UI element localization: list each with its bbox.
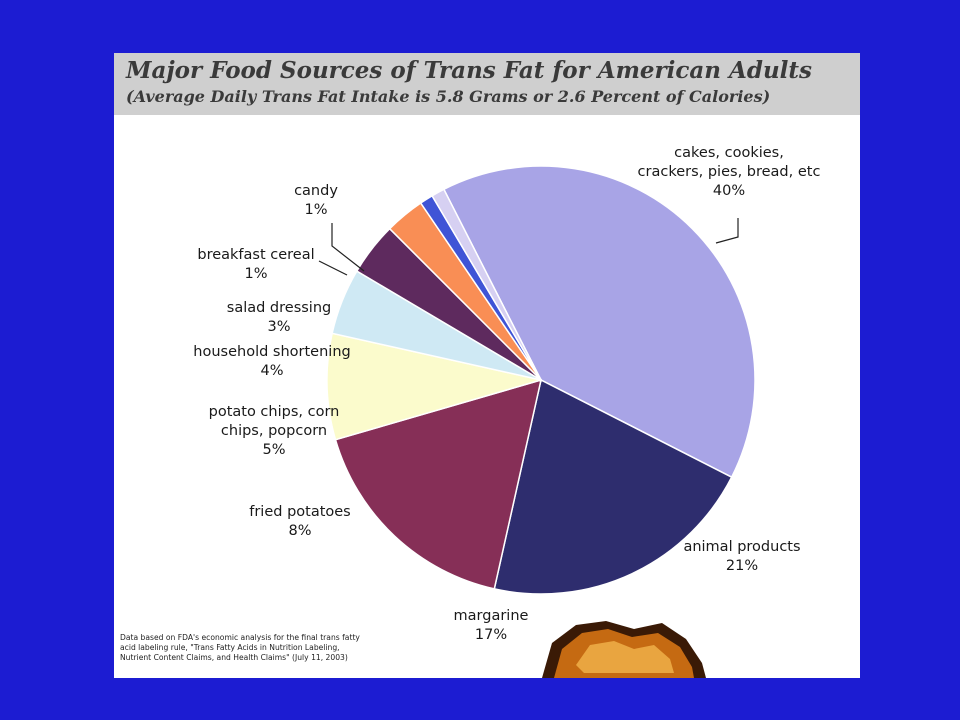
- pie-slice-0: [442, 165, 756, 479]
- pie-slice-8: [431, 188, 542, 381]
- title-banner: Major Food Sources of Trans Fat for Amer…: [114, 53, 860, 115]
- leader-cakes: [715, 218, 739, 244]
- slice-percent-label: 21%: [726, 558, 758, 574]
- source-note: Data based on FDA's economic analysis fo…: [120, 633, 410, 663]
- slice-percent-label: 8%: [288, 523, 311, 539]
- slice-name-label: chips, popcorn: [221, 423, 327, 439]
- source-line: acid labeling rule, "Trans Fatty Acids i…: [120, 643, 340, 652]
- pie-chart: cakes, cookies, crackers, pies, bread, et…: [193, 145, 820, 643]
- slice-name-label: crackers, pies, bread, etc: [638, 164, 821, 180]
- chart-title: Major Food Sources of Trans Fat for Amer…: [126, 57, 812, 84]
- slice-name-label: household shortening: [193, 344, 350, 360]
- chart-subtitle: (Average Daily Trans Fat Intake is 5.8 G…: [126, 87, 771, 106]
- chart-card: Major Food Sources of Trans Fat for Amer…: [114, 53, 860, 678]
- slice-percent-label: 1%: [244, 266, 267, 282]
- slice-percent-label: 17%: [475, 627, 507, 643]
- pie-slice-1: [493, 378, 733, 595]
- pie-slices: [326, 165, 756, 595]
- source-line: Data based on FDA's economic analysis fo…: [120, 633, 360, 642]
- slice-name-label: fried potatoes: [249, 504, 351, 520]
- source-line: Nutrient Content Claims, and Health Clai…: [120, 653, 348, 662]
- slice-name-label: candy: [294, 183, 338, 199]
- slice-name-label: salad dressing: [227, 300, 331, 316]
- slice-percent-label: 40%: [713, 183, 745, 199]
- slice-percent-label: 5%: [262, 442, 285, 458]
- leader-lines: [318, 218, 739, 276]
- slice-name-label: potato chips, corn: [209, 404, 340, 420]
- slice-percent-label: 3%: [267, 319, 290, 335]
- slice-name-label: cakes, cookies,: [674, 145, 784, 161]
- pie-slice-2: [334, 378, 543, 590]
- leader-cereal: [318, 260, 348, 276]
- slice-percent-label: 1%: [304, 202, 327, 218]
- slice-name-label: breakfast cereal: [197, 247, 314, 263]
- slice-name-label: margarine: [454, 608, 529, 624]
- slice-name-label: animal products: [683, 539, 800, 555]
- slice-labels: cakes, cookies, crackers, pies, bread, et…: [193, 145, 820, 643]
- leader-candy: [331, 223, 365, 272]
- slice-percent-label: 4%: [260, 363, 283, 379]
- pie-slice-3: [326, 332, 542, 441]
